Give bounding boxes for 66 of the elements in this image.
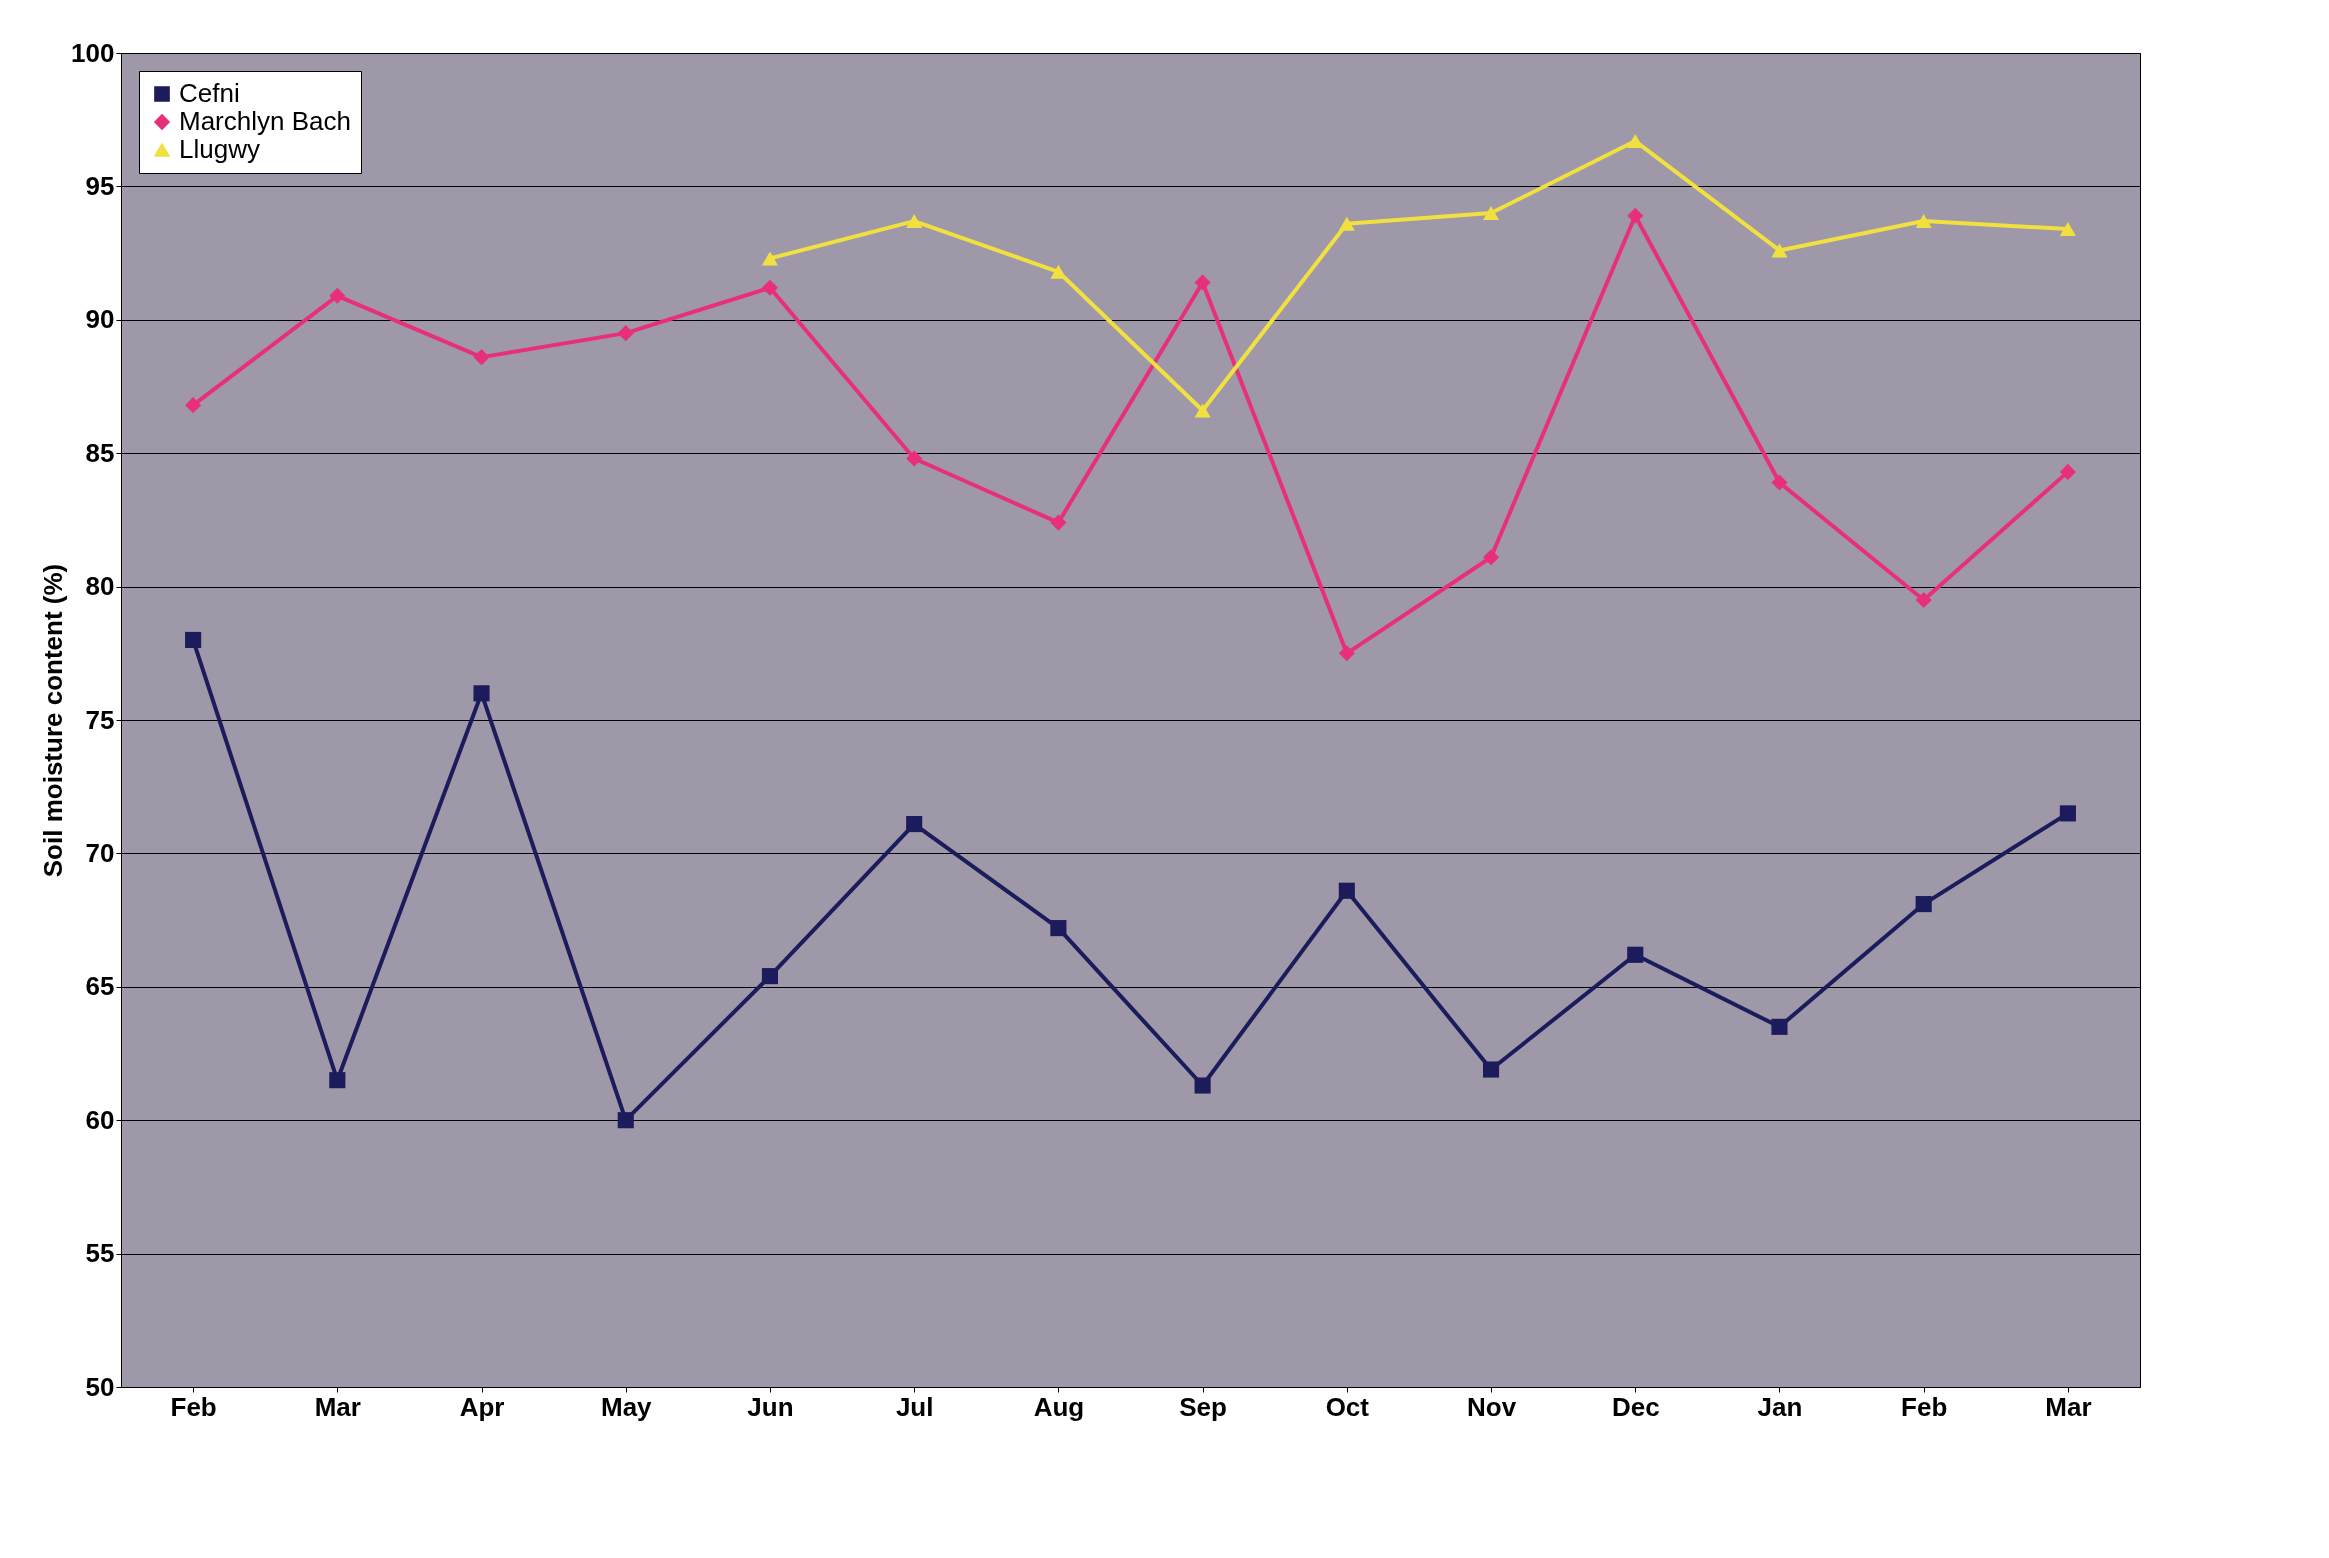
y-tick-label: 90 [85, 304, 115, 335]
legend-label: Cefni [179, 78, 240, 108]
x-tick-label: Apr [459, 1391, 505, 1422]
point [1050, 264, 1067, 279]
x-tick-label: Mar [2045, 1391, 2092, 1422]
x-tick-label: Oct [1325, 1391, 1370, 1422]
point [329, 1072, 346, 1089]
point [1771, 243, 1788, 258]
x-tick-label: Jun [747, 1391, 794, 1422]
point [1915, 214, 1932, 229]
point [2059, 463, 2076, 480]
point [1915, 896, 1932, 913]
legend-label: Marchlyn Bach [179, 106, 351, 136]
point [617, 1112, 634, 1129]
y-tick-label: 60 [85, 1104, 115, 1135]
point [761, 251, 779, 266]
point [906, 214, 923, 229]
point [329, 287, 346, 304]
point [1194, 1077, 1211, 1094]
x-tick-label: May [600, 1391, 653, 1422]
point [1194, 274, 1211, 291]
point [185, 397, 202, 414]
point [1338, 645, 1355, 662]
point [761, 279, 779, 296]
x-tick-label: Feb [1901, 1391, 1948, 1422]
point [906, 815, 923, 833]
point [1771, 474, 1788, 491]
y-tick-label: 75 [85, 704, 115, 735]
point [473, 685, 490, 702]
y-tick-label: 100 [71, 37, 115, 68]
point [1482, 1061, 1500, 1078]
point [617, 325, 634, 342]
point [2059, 222, 2076, 237]
point [1338, 216, 1355, 231]
y-tick-label: 50 [85, 1371, 115, 1402]
point [1771, 1018, 1788, 1035]
point [473, 349, 490, 366]
y-tick-label: 65 [85, 971, 115, 1002]
x-tick-label: Aug [1033, 1391, 1085, 1422]
point [761, 968, 779, 985]
x-tick-label: Mar [314, 1391, 361, 1422]
x-tick-label: Jan [1757, 1391, 1803, 1422]
point [1482, 549, 1500, 566]
point [185, 631, 202, 649]
point [2059, 805, 2076, 822]
x-tick-label: Feb [170, 1391, 217, 1422]
point [1194, 403, 1211, 418]
y-tick-label: 70 [85, 837, 115, 868]
point [1627, 207, 1644, 224]
y-axis-title: Soil moisture content (%) [38, 563, 69, 878]
point [1627, 946, 1644, 963]
x-tick-label: Dec [1611, 1391, 1660, 1422]
x-tick-label: Sep [1179, 1391, 1227, 1422]
y-tick-label: 95 [85, 170, 115, 201]
point [1050, 920, 1067, 937]
point [1338, 882, 1355, 899]
x-tick-label: Nov [1466, 1391, 1517, 1422]
x-tick-label: Jul [895, 1391, 934, 1422]
point [1915, 591, 1932, 608]
point [1482, 206, 1500, 221]
legend-label: Llugwy [179, 134, 260, 164]
y-tick-label: 55 [85, 1238, 115, 1269]
point [1050, 514, 1067, 531]
y-tick-label: 80 [85, 571, 115, 602]
point [906, 450, 923, 467]
y-tick-label: 85 [85, 437, 115, 468]
